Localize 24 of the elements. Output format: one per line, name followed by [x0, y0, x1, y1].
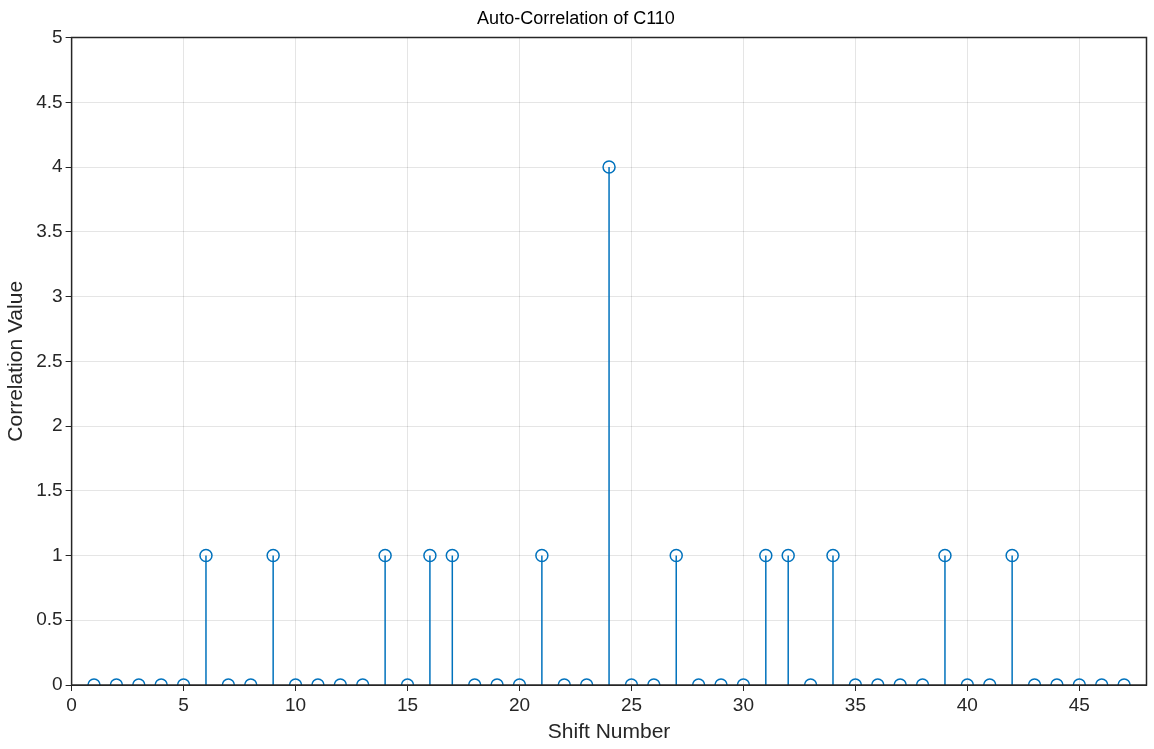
x-tick-label: 45 — [1068, 693, 1090, 715]
x-tick-label: 20 — [508, 693, 531, 715]
y-tick-label: 4 — [52, 155, 64, 177]
y-tick-label: 3.5 — [36, 220, 63, 242]
y-tick-label: 2.5 — [36, 349, 63, 371]
y-tick-label: 0.5 — [36, 608, 63, 630]
x-tick-label: 30 — [732, 693, 754, 715]
x-tick-label: 10 — [284, 693, 307, 715]
chart-title: Auto-Correlation of C110 — [477, 7, 675, 28]
y-tick-label: 4.5 — [36, 90, 63, 112]
y-tick-label: 1 — [52, 543, 63, 565]
x-tick-label: 5 — [178, 693, 189, 715]
y-tick-label: 3 — [52, 284, 63, 306]
x-axis-title: Shift Number — [547, 719, 671, 743]
y-tick-label: 5 — [52, 25, 63, 47]
y-tick-label: 1.5 — [36, 479, 63, 501]
x-tick-label: 40 — [956, 693, 978, 715]
x-tick-label: 15 — [396, 693, 419, 715]
y-tick-label: 0 — [52, 673, 63, 695]
x-tick-label: 35 — [844, 693, 866, 715]
x-tick-label: 25 — [620, 693, 643, 715]
x-tick-label: 0 — [66, 693, 77, 715]
y-axis-title: Correlation Value — [3, 280, 27, 442]
y-tick-label: 2 — [52, 414, 63, 436]
